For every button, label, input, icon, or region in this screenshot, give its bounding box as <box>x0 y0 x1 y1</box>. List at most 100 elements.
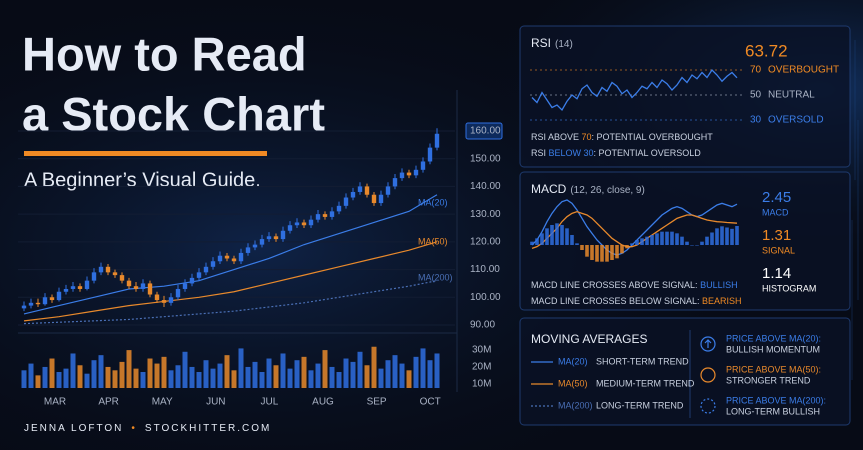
candle-body <box>329 211 335 217</box>
volume-bar <box>28 363 34 388</box>
note: RSI ABOVE 70: POTENTIAL OVERBOUGHT <box>531 132 713 142</box>
rule-icon <box>700 398 716 414</box>
histogram-bar <box>665 231 669 245</box>
volume-bar <box>119 361 125 388</box>
x-tick-label: APR <box>98 397 119 408</box>
volume-bar <box>105 366 111 388</box>
histogram-bar <box>690 245 694 246</box>
y-tick-label: 20M <box>472 362 491 373</box>
rule-arrow <box>704 339 712 348</box>
histogram-bar <box>620 245 624 254</box>
histogram-bar <box>535 238 539 245</box>
note: MACD LINE CROSSES ABOVE SIGNAL: BULLISH <box>531 280 738 290</box>
decor-streaks <box>851 40 859 380</box>
note-text: MACD LINE CROSSES ABOVE SIGNAL: <box>531 280 700 290</box>
volume-bar <box>399 363 405 388</box>
volume-bar <box>245 366 251 388</box>
volume-bar <box>77 365 83 388</box>
macd-line <box>531 210 738 249</box>
histogram-bar <box>710 232 714 245</box>
candle-body <box>350 191 356 198</box>
level-name: OVERSOLD <box>768 115 824 126</box>
ma-label: MA(200) <box>418 273 453 283</box>
candle-body <box>294 222 300 226</box>
volume-bar <box>266 358 272 388</box>
histogram-bar <box>545 228 549 245</box>
price-highlight <box>465 122 503 140</box>
candle-body <box>203 266 209 273</box>
histogram-bar <box>580 245 584 250</box>
candle-body <box>126 280 132 287</box>
series-name: HISTOGRAM <box>762 283 816 293</box>
candle-body <box>266 236 272 240</box>
histogram-bar <box>730 228 734 245</box>
volume-bar <box>364 365 370 388</box>
note-text: : POTENTIAL OVERBOUGHT <box>592 132 714 142</box>
candle-body <box>28 302 34 306</box>
note: MACD LINE CROSSES BELOW SIGNAL: BEARISH <box>531 296 742 306</box>
volume-bar <box>273 365 279 388</box>
rule-text: STRONGER TREND <box>726 375 811 385</box>
histogram-bar <box>670 231 674 245</box>
candle-body <box>315 214 321 220</box>
candle-body <box>357 186 363 192</box>
histogram-bar <box>605 245 609 262</box>
histogram-bar <box>715 228 719 245</box>
histogram-bar <box>635 240 639 245</box>
volume-bar <box>252 361 258 388</box>
title-underline <box>24 151 267 156</box>
candle-body <box>399 172 405 179</box>
x-tick-label: JUL <box>261 397 279 408</box>
y-tick-label: 120.00 <box>470 236 501 247</box>
candle-body <box>308 219 314 226</box>
candle-body <box>343 197 349 206</box>
y-tick-label: 10M <box>472 378 491 389</box>
candle-body <box>35 302 41 305</box>
candle-body <box>252 244 258 248</box>
histogram-bar <box>565 228 569 245</box>
rule-text: PRICE ABOVE MA(50): <box>726 364 821 374</box>
legend-meaning: MEDIUM-TERM TREND <box>596 378 695 388</box>
candle-body <box>42 297 48 305</box>
candle-body <box>154 294 160 301</box>
volume-bar <box>350 361 356 388</box>
subtitle: (14) <box>555 39 573 50</box>
candle-body <box>273 236 279 240</box>
candle-body <box>301 222 307 226</box>
y-tick-label: 50 <box>750 90 762 101</box>
title-line: How to Read <box>22 27 307 80</box>
histogram-bar <box>680 236 684 245</box>
volume-bar <box>385 360 391 388</box>
series-name: MACD <box>762 207 789 217</box>
candle-body <box>133 286 139 289</box>
volume-bar <box>49 358 55 388</box>
histogram-bar <box>560 225 564 245</box>
title: RSI <box>531 36 551 50</box>
y-tick-label: 140.00 <box>470 181 501 192</box>
candle-body <box>392 178 398 187</box>
histogram-bar <box>725 227 729 245</box>
volume-bar <box>280 353 286 388</box>
rsi-line <box>531 68 738 112</box>
volume-bar <box>406 370 412 388</box>
candle-body <box>84 280 90 289</box>
volume-bar <box>21 370 27 388</box>
panel-title: RSI (14) <box>531 36 573 50</box>
volume-bar <box>182 351 188 388</box>
author: JENNA LOFTON <box>24 423 123 434</box>
note-accent: 70 <box>582 132 592 142</box>
histogram-bar <box>700 241 704 245</box>
note-accent: BULLISH <box>700 280 738 290</box>
candle-body <box>413 169 419 176</box>
candle-body <box>119 275 125 281</box>
volume-bar <box>434 353 440 388</box>
candle-body <box>378 194 384 204</box>
candle-body <box>105 266 111 273</box>
note-text: RSI ABOVE <box>531 132 582 142</box>
note-text: : POTENTIAL OVERSOLD <box>594 148 702 158</box>
rule-text: PRICE ABOVE MA(200): <box>726 395 826 405</box>
volume-bar <box>224 355 230 388</box>
volume-bar <box>343 358 349 388</box>
candle-body <box>217 255 223 262</box>
